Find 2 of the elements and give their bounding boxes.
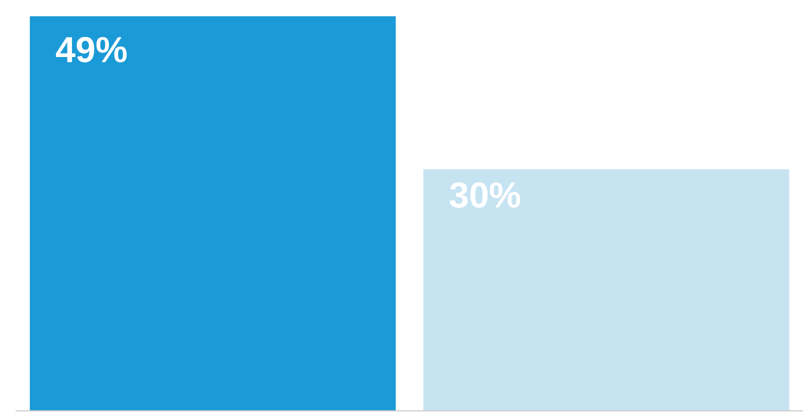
data-label: 30% <box>450 182 520 208</box>
data-label: 49% <box>56 36 127 62</box>
